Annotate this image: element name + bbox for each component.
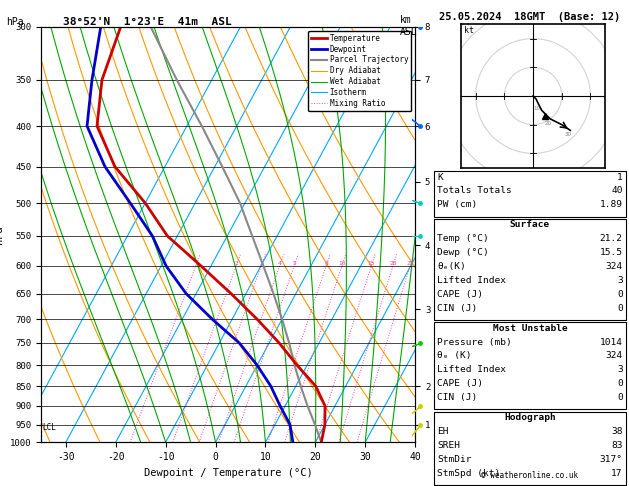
Text: 1014: 1014 bbox=[599, 338, 623, 347]
Text: θₑ (K): θₑ (K) bbox=[437, 351, 472, 361]
Text: 21.2: 21.2 bbox=[599, 234, 623, 243]
X-axis label: Dewpoint / Temperature (°C): Dewpoint / Temperature (°C) bbox=[143, 468, 313, 478]
Text: 40: 40 bbox=[611, 186, 623, 195]
Text: 1.89: 1.89 bbox=[599, 200, 623, 209]
Text: SREH: SREH bbox=[437, 441, 460, 450]
Text: 8: 8 bbox=[325, 261, 328, 266]
Text: 324: 324 bbox=[606, 351, 623, 361]
Text: Hodograph: Hodograph bbox=[504, 413, 556, 422]
Text: PW (cm): PW (cm) bbox=[437, 200, 477, 209]
Text: Totals Totals: Totals Totals bbox=[437, 186, 512, 195]
Text: 83: 83 bbox=[611, 441, 623, 450]
Text: km: km bbox=[399, 15, 411, 25]
Text: 324: 324 bbox=[606, 262, 623, 271]
Text: Temp (°C): Temp (°C) bbox=[437, 234, 489, 243]
Text: 15.5: 15.5 bbox=[599, 248, 623, 257]
Text: 38°52'N  1°23'E  41m  ASL: 38°52'N 1°23'E 41m ASL bbox=[63, 17, 231, 27]
Text: 1: 1 bbox=[194, 261, 198, 266]
Text: 317°: 317° bbox=[599, 455, 623, 464]
Text: 0: 0 bbox=[617, 303, 623, 312]
Text: 0: 0 bbox=[617, 379, 623, 388]
Text: θₑ(K): θₑ(K) bbox=[437, 262, 466, 271]
Text: CAPE (J): CAPE (J) bbox=[437, 379, 483, 388]
Text: 3: 3 bbox=[617, 276, 623, 285]
Text: 15: 15 bbox=[367, 261, 375, 266]
Text: 25.05.2024  18GMT  (Base: 12): 25.05.2024 18GMT (Base: 12) bbox=[439, 12, 621, 22]
Text: StmDir: StmDir bbox=[437, 455, 472, 464]
Legend: Temperature, Dewpoint, Parcel Trajectory, Dry Adiabat, Wet Adiabat, Isotherm, Mi: Temperature, Dewpoint, Parcel Trajectory… bbox=[308, 31, 411, 111]
Text: hPa: hPa bbox=[6, 17, 24, 27]
Text: Pressure (mb): Pressure (mb) bbox=[437, 338, 512, 347]
Text: 5: 5 bbox=[292, 261, 296, 266]
Text: CIN (J): CIN (J) bbox=[437, 393, 477, 402]
Text: © weatheronline.co.uk: © weatheronline.co.uk bbox=[481, 471, 579, 480]
Text: 2: 2 bbox=[235, 261, 238, 266]
Text: Most Unstable: Most Unstable bbox=[493, 324, 567, 333]
Text: LCL: LCL bbox=[42, 423, 56, 432]
Text: K: K bbox=[437, 173, 443, 182]
Text: Lifted Index: Lifted Index bbox=[437, 365, 506, 374]
Text: CAPE (J): CAPE (J) bbox=[437, 290, 483, 299]
Text: 20: 20 bbox=[545, 121, 552, 126]
Text: Surface: Surface bbox=[510, 221, 550, 229]
Text: StmSpd (kt): StmSpd (kt) bbox=[437, 469, 501, 478]
Text: 17: 17 bbox=[611, 469, 623, 478]
Text: 25: 25 bbox=[406, 261, 414, 266]
Text: Dewp (°C): Dewp (°C) bbox=[437, 248, 489, 257]
Text: EH: EH bbox=[437, 427, 448, 436]
Y-axis label: hPa: hPa bbox=[0, 225, 4, 244]
Text: 0: 0 bbox=[617, 393, 623, 402]
Text: 1: 1 bbox=[617, 173, 623, 182]
Text: kt: kt bbox=[464, 26, 474, 35]
Text: CIN (J): CIN (J) bbox=[437, 303, 477, 312]
Text: 20: 20 bbox=[389, 261, 397, 266]
Text: 10: 10 bbox=[533, 106, 540, 111]
Text: 10: 10 bbox=[338, 261, 345, 266]
Text: 38: 38 bbox=[611, 427, 623, 436]
Text: ASL: ASL bbox=[399, 27, 417, 37]
Text: 4: 4 bbox=[277, 261, 281, 266]
Text: Lifted Index: Lifted Index bbox=[437, 276, 506, 285]
Text: 3: 3 bbox=[617, 365, 623, 374]
Text: 0: 0 bbox=[617, 290, 623, 299]
Text: 3: 3 bbox=[259, 261, 263, 266]
Text: 30: 30 bbox=[565, 132, 572, 137]
